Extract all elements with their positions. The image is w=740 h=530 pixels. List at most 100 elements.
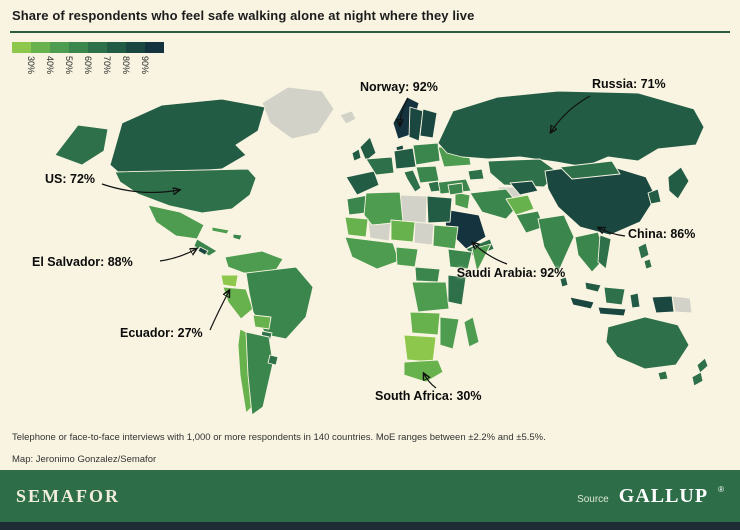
legend-segment [50,42,69,53]
country-russia [437,90,705,168]
country-kenya-tanzania [447,274,467,306]
country-germany [393,147,417,170]
country-sri-lanka [559,276,569,288]
country-argentina [245,331,274,416]
legend-tick-labels: 30% 40% 50% 60% 70% 80% 90% [12,53,172,91]
country-sudan [432,224,459,250]
country-libya [399,194,428,225]
country-ethiopia [447,248,473,270]
country-sweden [408,106,424,142]
country-bolivia [252,314,272,330]
credit-note: Map: Jeronimo Gonzalez/Semafor [12,454,157,465]
bottom-strip [0,522,740,530]
country-philippines [637,242,650,260]
legend-segment [145,42,164,53]
country-korea [647,188,662,205]
country-egypt [426,195,453,224]
world-map [54,86,709,416]
country-south-africa [403,359,444,383]
chart-title: Share of respondents who feel safe walki… [12,8,475,23]
legend-segment [107,42,126,53]
country-india [537,214,575,274]
country-greenland [261,86,335,140]
annotation-ecuador: Ecuador: 27% [120,326,203,340]
country-levant [447,182,464,196]
country-iran [469,188,520,220]
legend-tick-label: 60% [83,56,93,75]
country-france [365,156,395,176]
country-mozambique [439,316,460,350]
country-west-africa [344,236,400,270]
annotation-el-salvador: El Salvador: 88% [32,255,133,269]
country-mauritania [344,216,369,238]
country-us [114,168,257,214]
country-iraq [454,191,471,210]
country-mongolia [559,160,621,180]
country-italy [403,169,422,193]
legend-segment [12,42,31,53]
country-uzbekistan [509,180,539,196]
methodology-note: Telephone or face-to-face interviews wit… [12,432,546,443]
country-java [597,306,627,317]
annotation-russia: Russia: 71% [592,77,666,91]
country-sulawesi [629,292,641,309]
legend-segment [88,42,107,53]
country-niger [390,219,416,243]
gallup-logo: GALLUP [618,484,709,507]
country-new-zealand-north [696,357,709,374]
country-greece [427,180,441,193]
country-drc [411,281,450,313]
source-block: Source GALLUP ® [577,485,724,508]
country-uruguay [267,354,279,366]
legend-tick-label: 70% [102,56,112,75]
legend: 30% 40% 50% 60% 70% 80% 90% [12,42,182,94]
country-tasmania [657,370,669,381]
country-vietnam [597,234,612,270]
country-borneo [603,286,626,306]
country-cameroon-car [414,266,441,283]
country-poland [412,142,441,166]
country-chad [413,221,435,246]
country-afghanistan [505,194,535,216]
country-philippines-south [643,258,653,270]
country-canada [109,98,266,173]
country-angola-zambia [409,311,441,336]
country-ecuador [220,274,239,288]
annotation-norway: Norway: 92% [360,80,438,94]
title-divider [10,31,730,33]
annotation-saudi-arabia: Saudi Arabia: 92% [456,266,566,280]
country-central-america [193,238,218,257]
country-iceland [339,110,357,125]
registered-mark: ® [718,484,724,494]
annotation-south-africa: South Africa: 30% [375,389,482,403]
country-japan [667,166,690,200]
country-algeria [363,191,404,226]
country-hispaniola [232,233,243,241]
country-finland [419,108,438,139]
legend-segment [126,42,145,53]
country-kazakhstan [487,158,559,188]
country-australia [605,316,690,370]
country-west-papua [651,295,675,314]
country-uk [359,136,377,162]
legend-tick-label: 50% [64,56,74,75]
countries [54,90,709,416]
country-papua-new-guinea [671,295,693,314]
source-label: Source [577,493,609,505]
legend-color-scale [12,42,164,53]
legend-segment [31,42,50,53]
legend-tick-label: 30% [26,56,36,75]
legend-tick-label: 90% [140,56,150,75]
country-alaska [54,124,109,166]
legend-tick-label: 80% [121,56,131,75]
country-namibia-botswana [403,334,437,363]
country-caucasus [467,168,485,181]
country-cuba [211,226,230,235]
legend-segment [69,42,88,53]
country-nigeria [395,246,419,268]
annotation-china: China: 86% [628,227,696,241]
country-new-zealand-south [691,371,704,387]
footer-bar: SEMAFOR Source GALLUP ® [0,470,740,522]
legend-tick-label: 40% [45,56,55,75]
